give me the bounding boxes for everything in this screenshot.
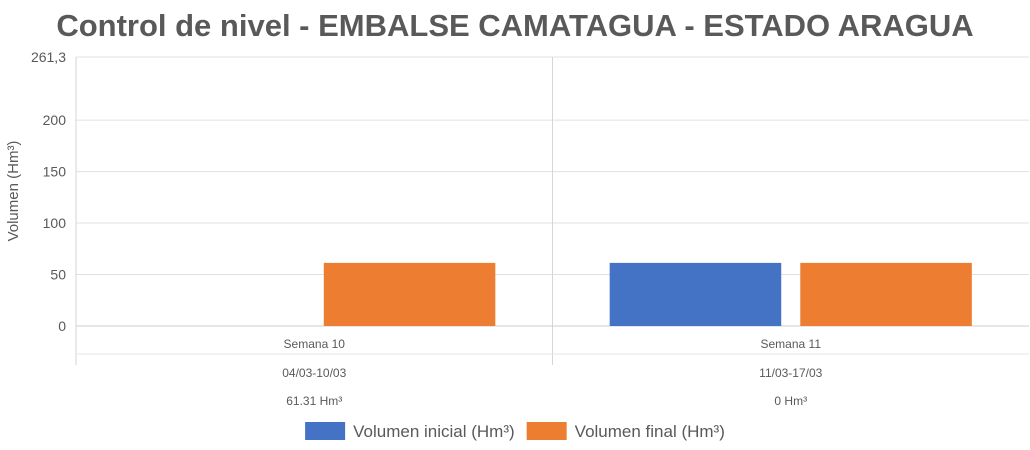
- legend: Volumen inicial (Hm³) Volumen final (Hm³): [305, 422, 725, 441]
- x-category-label: Semana 11: [761, 337, 822, 351]
- bars: [323, 262, 972, 326]
- bar: [609, 262, 782, 326]
- y-tick-label: 261,3: [31, 49, 66, 65]
- x-category-label: Semana 10: [284, 337, 346, 351]
- y-tick-label: 0: [58, 318, 66, 334]
- legend-label: Volumen final (Hm³): [575, 422, 725, 441]
- legend-label: Volumen inicial (Hm³): [353, 422, 515, 441]
- chart-title: Control de nivel - EMBALSE CAMATAGUA - E…: [56, 8, 973, 43]
- legend-item[interactable]: Volumen inicial (Hm³): [305, 422, 515, 441]
- x-category-note: 61.31 Hm³: [286, 394, 342, 408]
- bar: [323, 262, 496, 326]
- legend-swatch: [526, 422, 567, 440]
- legend-swatch: [305, 422, 346, 440]
- y-tick-label: 150: [43, 164, 67, 180]
- gridlines: [75, 56, 1029, 365]
- y-tick-label: 200: [43, 112, 67, 128]
- bar: [800, 262, 972, 326]
- legend-item[interactable]: Volumen final (Hm³): [526, 422, 725, 441]
- y-axis-label: Volumen (Hm³): [5, 141, 22, 242]
- y-tick-label: 50: [50, 267, 66, 283]
- x-category-date: 04/03-10/03: [282, 366, 346, 380]
- x-axis: Semana 10 04/03-10/03 61.31 Hm³ Semana 11 11…: [282, 337, 822, 408]
- x-category-note: 0 Hm³: [774, 394, 807, 408]
- y-tick-label: 100: [43, 215, 67, 231]
- x-category-date: 11/03-17/03: [759, 366, 822, 380]
- y-axis-ticks: 0 50 100 150 200 261,3: [31, 49, 66, 334]
